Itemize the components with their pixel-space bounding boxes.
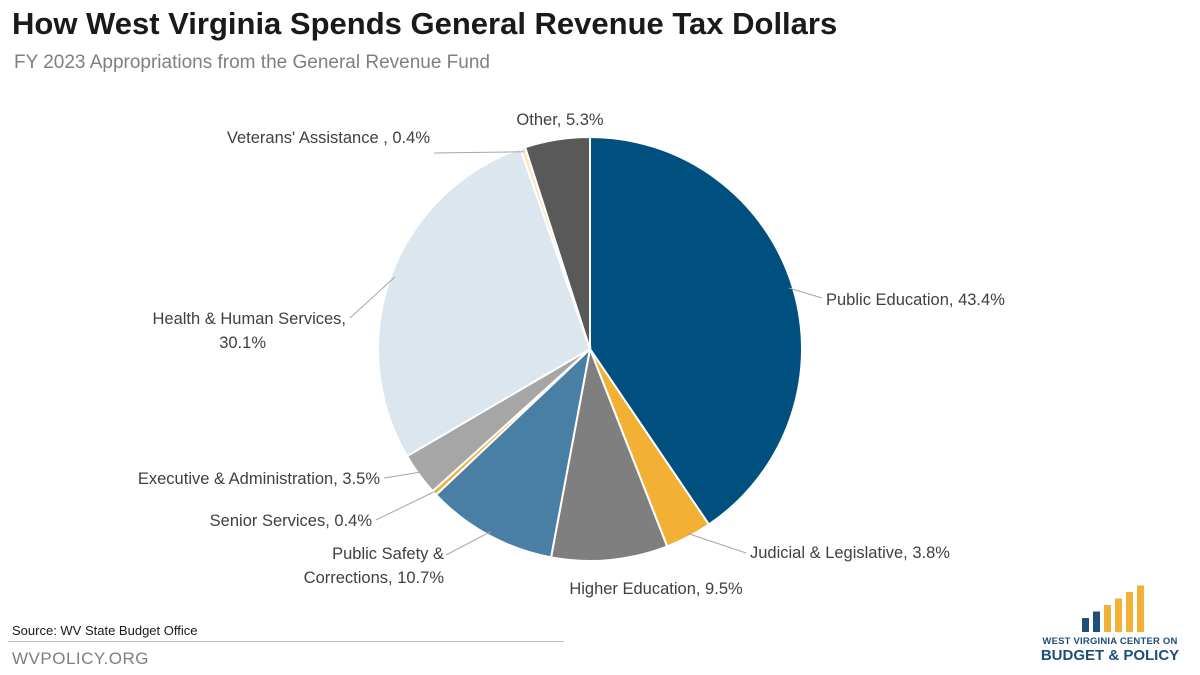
slice-label-4: Senior Services, 0.4% <box>210 512 373 530</box>
leader-line-1 <box>686 532 747 554</box>
logo-bar-3 <box>1115 598 1122 632</box>
slice-label-2: Higher Education, 9.5% <box>569 580 743 598</box>
pie-slice-8 <box>523 135 591 350</box>
leader-line-6 <box>349 276 396 319</box>
logo-line-1: WEST VIRGINIA CENTER ON <box>1042 636 1178 647</box>
slice-label-8: Other, 5.3% <box>516 111 603 129</box>
pie-slice-3 <box>434 346 592 559</box>
logo-bar-2 <box>1104 605 1111 632</box>
source-note: Source: WV State Budget Office <box>12 623 198 638</box>
logo-bars-icon <box>1082 585 1144 632</box>
pie-slice-2 <box>549 345 669 562</box>
logo-bar-5 <box>1137 585 1144 632</box>
logo-bar-1 <box>1093 611 1100 632</box>
pie-slice-6 <box>377 147 592 458</box>
slice-label-3: Public Safety & Corrections, 10.7% <box>304 545 445 587</box>
leader-line-4 <box>375 489 438 521</box>
slice-label-0: Public Education, 43.4% <box>826 291 1005 309</box>
slice-label-7: Veterans' Assistance , 0.4% <box>227 129 430 147</box>
chart-title: How West Virginia Spends General Revenue… <box>12 6 838 41</box>
leader-line-5 <box>383 471 423 479</box>
leader-line-7 <box>433 151 525 154</box>
site-url[interactable]: WVPOLICY.ORG <box>12 649 149 668</box>
wvcbp-logo: WEST VIRGINIA CENTER ON BUDGET & POLICY <box>1030 585 1190 665</box>
logo-bar-4 <box>1126 592 1133 632</box>
chart-subtitle: FY 2023 Appropriations from the General … <box>14 52 490 73</box>
logo-bar-0 <box>1082 618 1089 632</box>
leader-line-0 <box>788 287 823 299</box>
footer-divider <box>8 641 564 642</box>
slice-label-1: Judicial & Legislative, 3.8% <box>750 544 950 562</box>
slice-label-5: Executive & Administration, 3.5% <box>138 470 380 488</box>
pie-slice-0 <box>589 135 803 526</box>
logo-line-2: BUDGET & POLICY <box>1040 647 1180 664</box>
leader-line-3 <box>445 531 491 556</box>
slice-label-6: Health & Human Services, 30.1% <box>153 310 347 352</box>
